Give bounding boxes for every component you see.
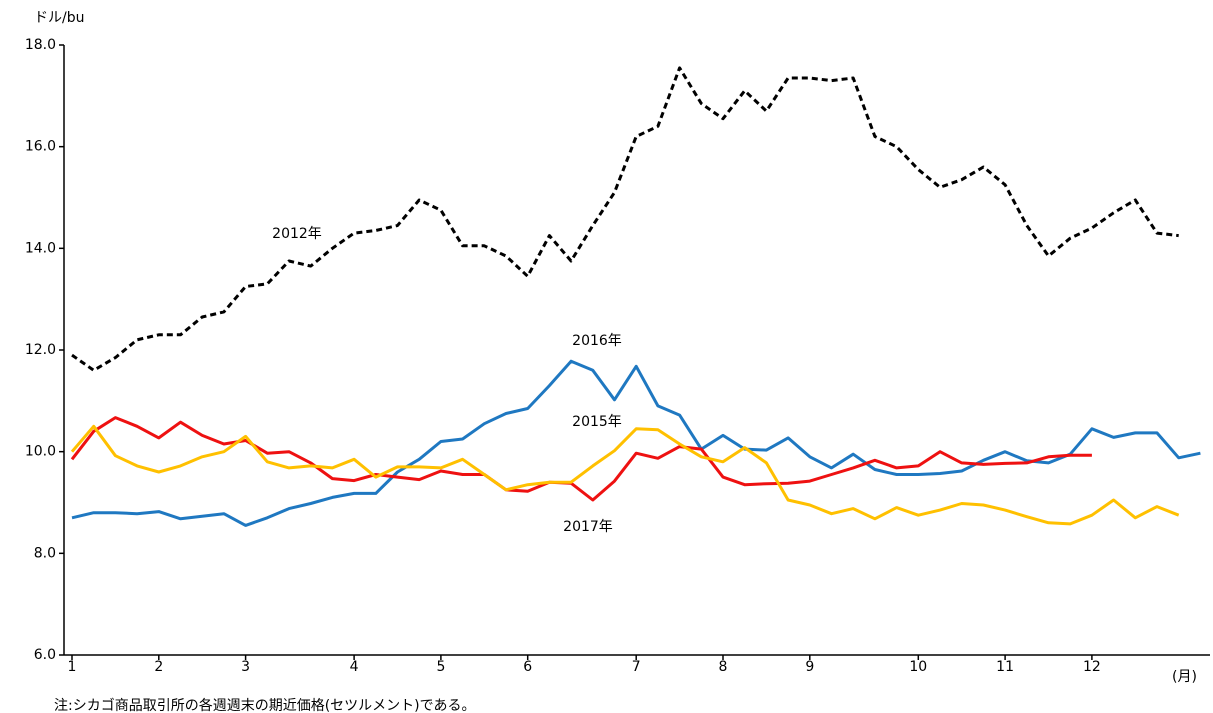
y-tick-label: 18.0 bbox=[25, 37, 56, 53]
series-line bbox=[71, 359, 1201, 527]
y-tick-label: 10.0 bbox=[25, 444, 56, 460]
x-tick-label: 11 bbox=[996, 659, 1014, 675]
series-line bbox=[70, 424, 1180, 526]
x-tick-label: 9 bbox=[805, 659, 814, 675]
x-tick-label: 8 bbox=[719, 659, 728, 675]
x-tick-label: 4 bbox=[350, 659, 359, 675]
x-tick-label: 2 bbox=[154, 659, 163, 675]
x-tick-label: 1 bbox=[68, 659, 77, 675]
series-label: 2012年 bbox=[272, 226, 322, 242]
series-label: 2015年 bbox=[572, 414, 622, 430]
series-label: 2016年 bbox=[572, 333, 622, 349]
x-tick-label: 3 bbox=[241, 659, 250, 675]
y-tick-label: 8.0 bbox=[34, 545, 56, 561]
y-tick-label: 14.0 bbox=[25, 240, 56, 256]
x-tick-label: 10 bbox=[909, 659, 927, 675]
x-tick-label: 6 bbox=[523, 659, 532, 675]
series-line bbox=[70, 416, 1092, 502]
note: 注:シカゴ商品取引所の各週週末の期近価格(セツルメント)である。 bbox=[54, 697, 476, 713]
x-tick-label: 5 bbox=[436, 659, 445, 675]
x-axis-label: (月) bbox=[1172, 669, 1197, 685]
x-tick-label: 12 bbox=[1083, 659, 1101, 675]
y-tick-label: 16.0 bbox=[25, 139, 56, 155]
series-label: 2017年 bbox=[563, 519, 613, 535]
y-tick-label: 6.0 bbox=[34, 647, 56, 663]
y-axis-label: ドル/bu bbox=[34, 10, 84, 26]
y-tick-label: 12.0 bbox=[25, 342, 56, 358]
series-line bbox=[71, 66, 1179, 372]
x-tick-label: 7 bbox=[632, 659, 641, 675]
